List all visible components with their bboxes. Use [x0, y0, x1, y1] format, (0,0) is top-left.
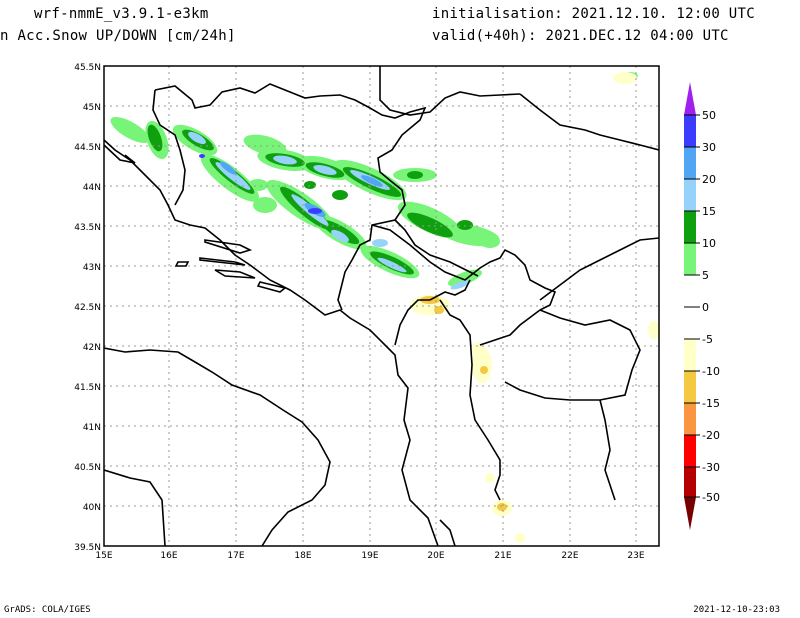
footer-timestamp: 2021-12-10-23:03 [693, 605, 780, 615]
lat-label: 44.5N [74, 143, 101, 153]
colorbar-label: -10 [702, 365, 720, 378]
colorbar-label: 50 [702, 109, 716, 122]
lat-label: 40N [83, 503, 101, 513]
colorbar-label: 0 [702, 301, 709, 314]
lat-label: 44N [83, 183, 101, 193]
lon-label: 16E [160, 551, 177, 561]
colorbar-label: -50 [702, 491, 720, 504]
lon-label: 18E [294, 551, 311, 561]
lon-label: 17E [227, 551, 244, 561]
colorbar-label: 20 [702, 173, 716, 186]
lon-label: 21E [494, 551, 511, 561]
colorbar-label: -15 [702, 397, 720, 410]
snow-field [110, 72, 659, 543]
valid-time: valid(+40h): 2021.DEC.12 04:00 UTC [432, 28, 729, 44]
lat-label: 39.5N [74, 543, 101, 553]
lat-label: 45N [83, 103, 101, 113]
lat-label: 45.5N [74, 63, 101, 73]
colorbar: 50 30 20 15 10 5 0 -5 -10 -15 -20 -30 -5… [684, 82, 720, 530]
footer-credit: GrADS: COLA/IGES [4, 605, 91, 615]
lat-label: 43N [83, 263, 101, 273]
colorbar-label: -20 [702, 429, 720, 442]
lat-label: 40.5N [74, 463, 101, 473]
lon-label: 15E [95, 551, 112, 561]
lon-label: 23E [627, 551, 644, 561]
lat-label: 42N [83, 343, 101, 353]
colorbar-label: 10 [702, 237, 716, 250]
init-time: initialisation: 2021.12.10. 12:00 UTC [432, 6, 755, 22]
variable-title: n Acc.Snow UP/DOWN [cm/24h] [0, 28, 236, 44]
colorbar-label: 5 [702, 269, 709, 282]
grid-lines [104, 66, 659, 546]
map-frame [103, 65, 660, 547]
colorbar-label: -30 [702, 461, 720, 474]
coastlines-borders [104, 66, 659, 546]
colorbar-label: 15 [702, 205, 716, 218]
lon-label: 19E [361, 551, 378, 561]
lon-label: 20E [427, 551, 444, 561]
lat-label: 41N [83, 423, 101, 433]
lon-label: 22E [561, 551, 578, 561]
colorbar-label: 30 [702, 141, 716, 154]
colorbar-label: -5 [702, 333, 713, 346]
lat-label: 42.5N [74, 303, 101, 313]
lat-label: 41.5N [74, 383, 101, 393]
lat-label: 43.5N [74, 223, 101, 233]
model-title: wrf-nmmE_v3.9.1-e3km [34, 6, 209, 22]
